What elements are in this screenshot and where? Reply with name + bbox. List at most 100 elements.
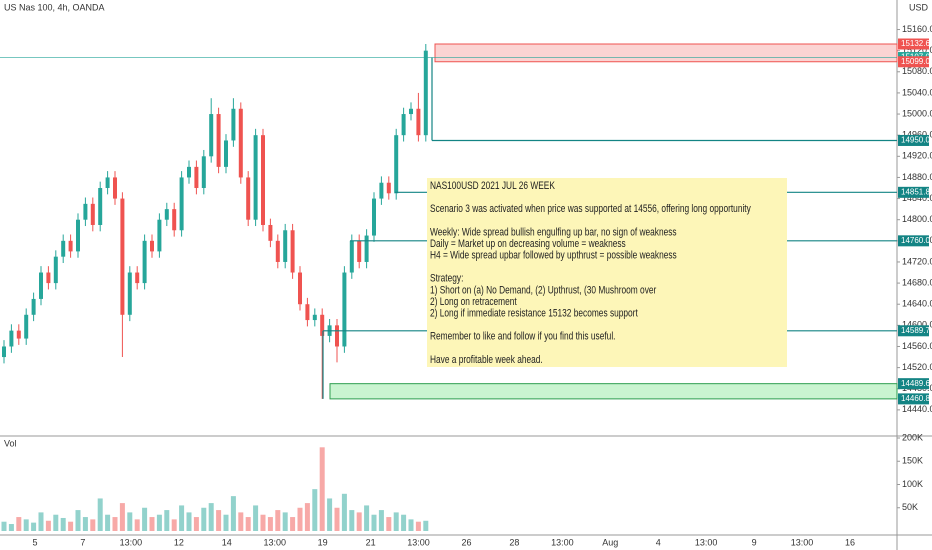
candle-body	[127, 272, 132, 315]
volume-bar	[208, 503, 214, 531]
y-tick-label: 15160.0	[902, 24, 932, 34]
candle-body	[283, 230, 288, 262]
volume-bar	[349, 510, 355, 531]
volume-bar	[371, 514, 377, 531]
x-tick-label: 9	[752, 537, 757, 547]
volume-bar	[230, 496, 236, 531]
volume-bar	[156, 514, 162, 531]
volume-bar	[267, 517, 273, 531]
price-label: 14460.8	[901, 394, 930, 403]
volume-bar	[127, 512, 133, 531]
volume-label: Vol	[4, 438, 17, 448]
volume-bar	[415, 521, 421, 531]
volume-bar	[423, 520, 429, 531]
candle-body	[113, 177, 117, 199]
candle-body	[179, 177, 184, 231]
volume-bar	[201, 507, 207, 531]
currency: USD	[909, 2, 929, 12]
x-tick-label: 12	[174, 537, 184, 547]
chart-title: US Nas 100, 4h, OANDA	[4, 2, 105, 12]
y-tick-label: 14600.0	[902, 320, 932, 330]
candle-body	[335, 325, 339, 347]
price-label-box	[898, 235, 929, 247]
y-tick-label: 15080.0	[902, 66, 932, 76]
y-tick-label: 14640.0	[902, 299, 932, 309]
x-tick-label: 4	[656, 537, 661, 547]
x-tick-label: 14	[222, 537, 232, 547]
y-tick-label: 14920.0	[902, 151, 932, 161]
candle-body	[298, 272, 302, 305]
x-tick-label: 13:00	[120, 537, 143, 547]
x-tick-label: 13:00	[263, 537, 286, 547]
candle-body	[142, 240, 147, 284]
candle-body	[76, 219, 80, 252]
x-tick-label: 13:00	[551, 537, 574, 547]
y-tick-label: 15000.0	[902, 108, 932, 118]
volume-bar	[319, 447, 325, 531]
candle-body	[231, 108, 236, 141]
y-tick-label: 14800.0	[902, 214, 932, 224]
y-tick-label: 14520.0	[902, 362, 932, 372]
volume-bar	[105, 514, 111, 531]
candle-body	[423, 50, 428, 136]
volume-bar	[297, 507, 303, 531]
volume-bar	[193, 517, 199, 531]
volume-bar	[164, 510, 170, 531]
x-tick-label: 13:00	[695, 537, 718, 547]
y-tick-label: 14960.0	[902, 130, 932, 140]
volume-bar	[186, 512, 192, 531]
volume-bar	[60, 517, 66, 531]
volume-bar	[8, 524, 14, 531]
price-label-box	[898, 186, 929, 198]
zone	[329, 383, 898, 400]
volume-bar	[341, 493, 347, 531]
volume-tick-label: 50K	[902, 502, 918, 512]
x-tick-label: 19	[318, 537, 328, 547]
candle-body	[253, 135, 258, 220]
candle-body	[238, 108, 243, 178]
note-line: Have a profitable week ahead.	[430, 354, 543, 366]
volume-bar	[334, 507, 340, 531]
note-line: 2) Long if immediate resistance 15132 be…	[430, 307, 638, 319]
candle-body	[364, 235, 369, 262]
y-tick-label: 14680.0	[902, 277, 932, 287]
x-tick-label: 28	[509, 537, 519, 547]
volume-bar	[45, 520, 51, 531]
candle-body	[172, 209, 177, 231]
price-label-box	[898, 56, 929, 68]
candle-body	[105, 177, 110, 189]
candle-body	[135, 272, 140, 284]
volume-bar	[1, 521, 7, 531]
volume-bar	[149, 517, 155, 531]
volume-bar	[401, 514, 407, 531]
volume-bar	[119, 503, 125, 531]
candle-body	[401, 114, 406, 136]
note-text: NAS100USD 2021 JUL 26 WEEK Scenario 3 was…	[430, 180, 751, 366]
y-tick-label: 14560.0	[902, 341, 932, 351]
volume-bar	[386, 517, 392, 531]
volume-bar	[23, 519, 29, 531]
volume-bar	[112, 517, 118, 531]
x-tick-label: 13:00	[407, 537, 430, 547]
candle-body	[90, 203, 95, 225]
volume-bar	[179, 505, 185, 531]
volume-bar	[282, 512, 288, 531]
x-tick-label: 13:00	[791, 537, 814, 547]
volume-bar	[290, 517, 296, 531]
candle-body	[53, 256, 58, 284]
price-label: 14589.7	[901, 326, 930, 335]
volume-bar	[253, 505, 259, 531]
price-label-box	[898, 38, 929, 50]
price-label: 15132.6	[901, 39, 930, 48]
volume-bar	[312, 489, 318, 531]
note-line: Remember to like and follow if you find …	[430, 331, 616, 343]
price-label-box	[898, 378, 929, 390]
x-tick-label: 5	[32, 537, 37, 547]
volume-bar	[356, 512, 362, 531]
candle-body	[275, 240, 280, 262]
volume-bar	[393, 512, 399, 531]
note-line: Scenario 3 was activated when price was …	[430, 203, 751, 215]
candle-body	[268, 224, 273, 241]
note-box	[427, 178, 787, 367]
